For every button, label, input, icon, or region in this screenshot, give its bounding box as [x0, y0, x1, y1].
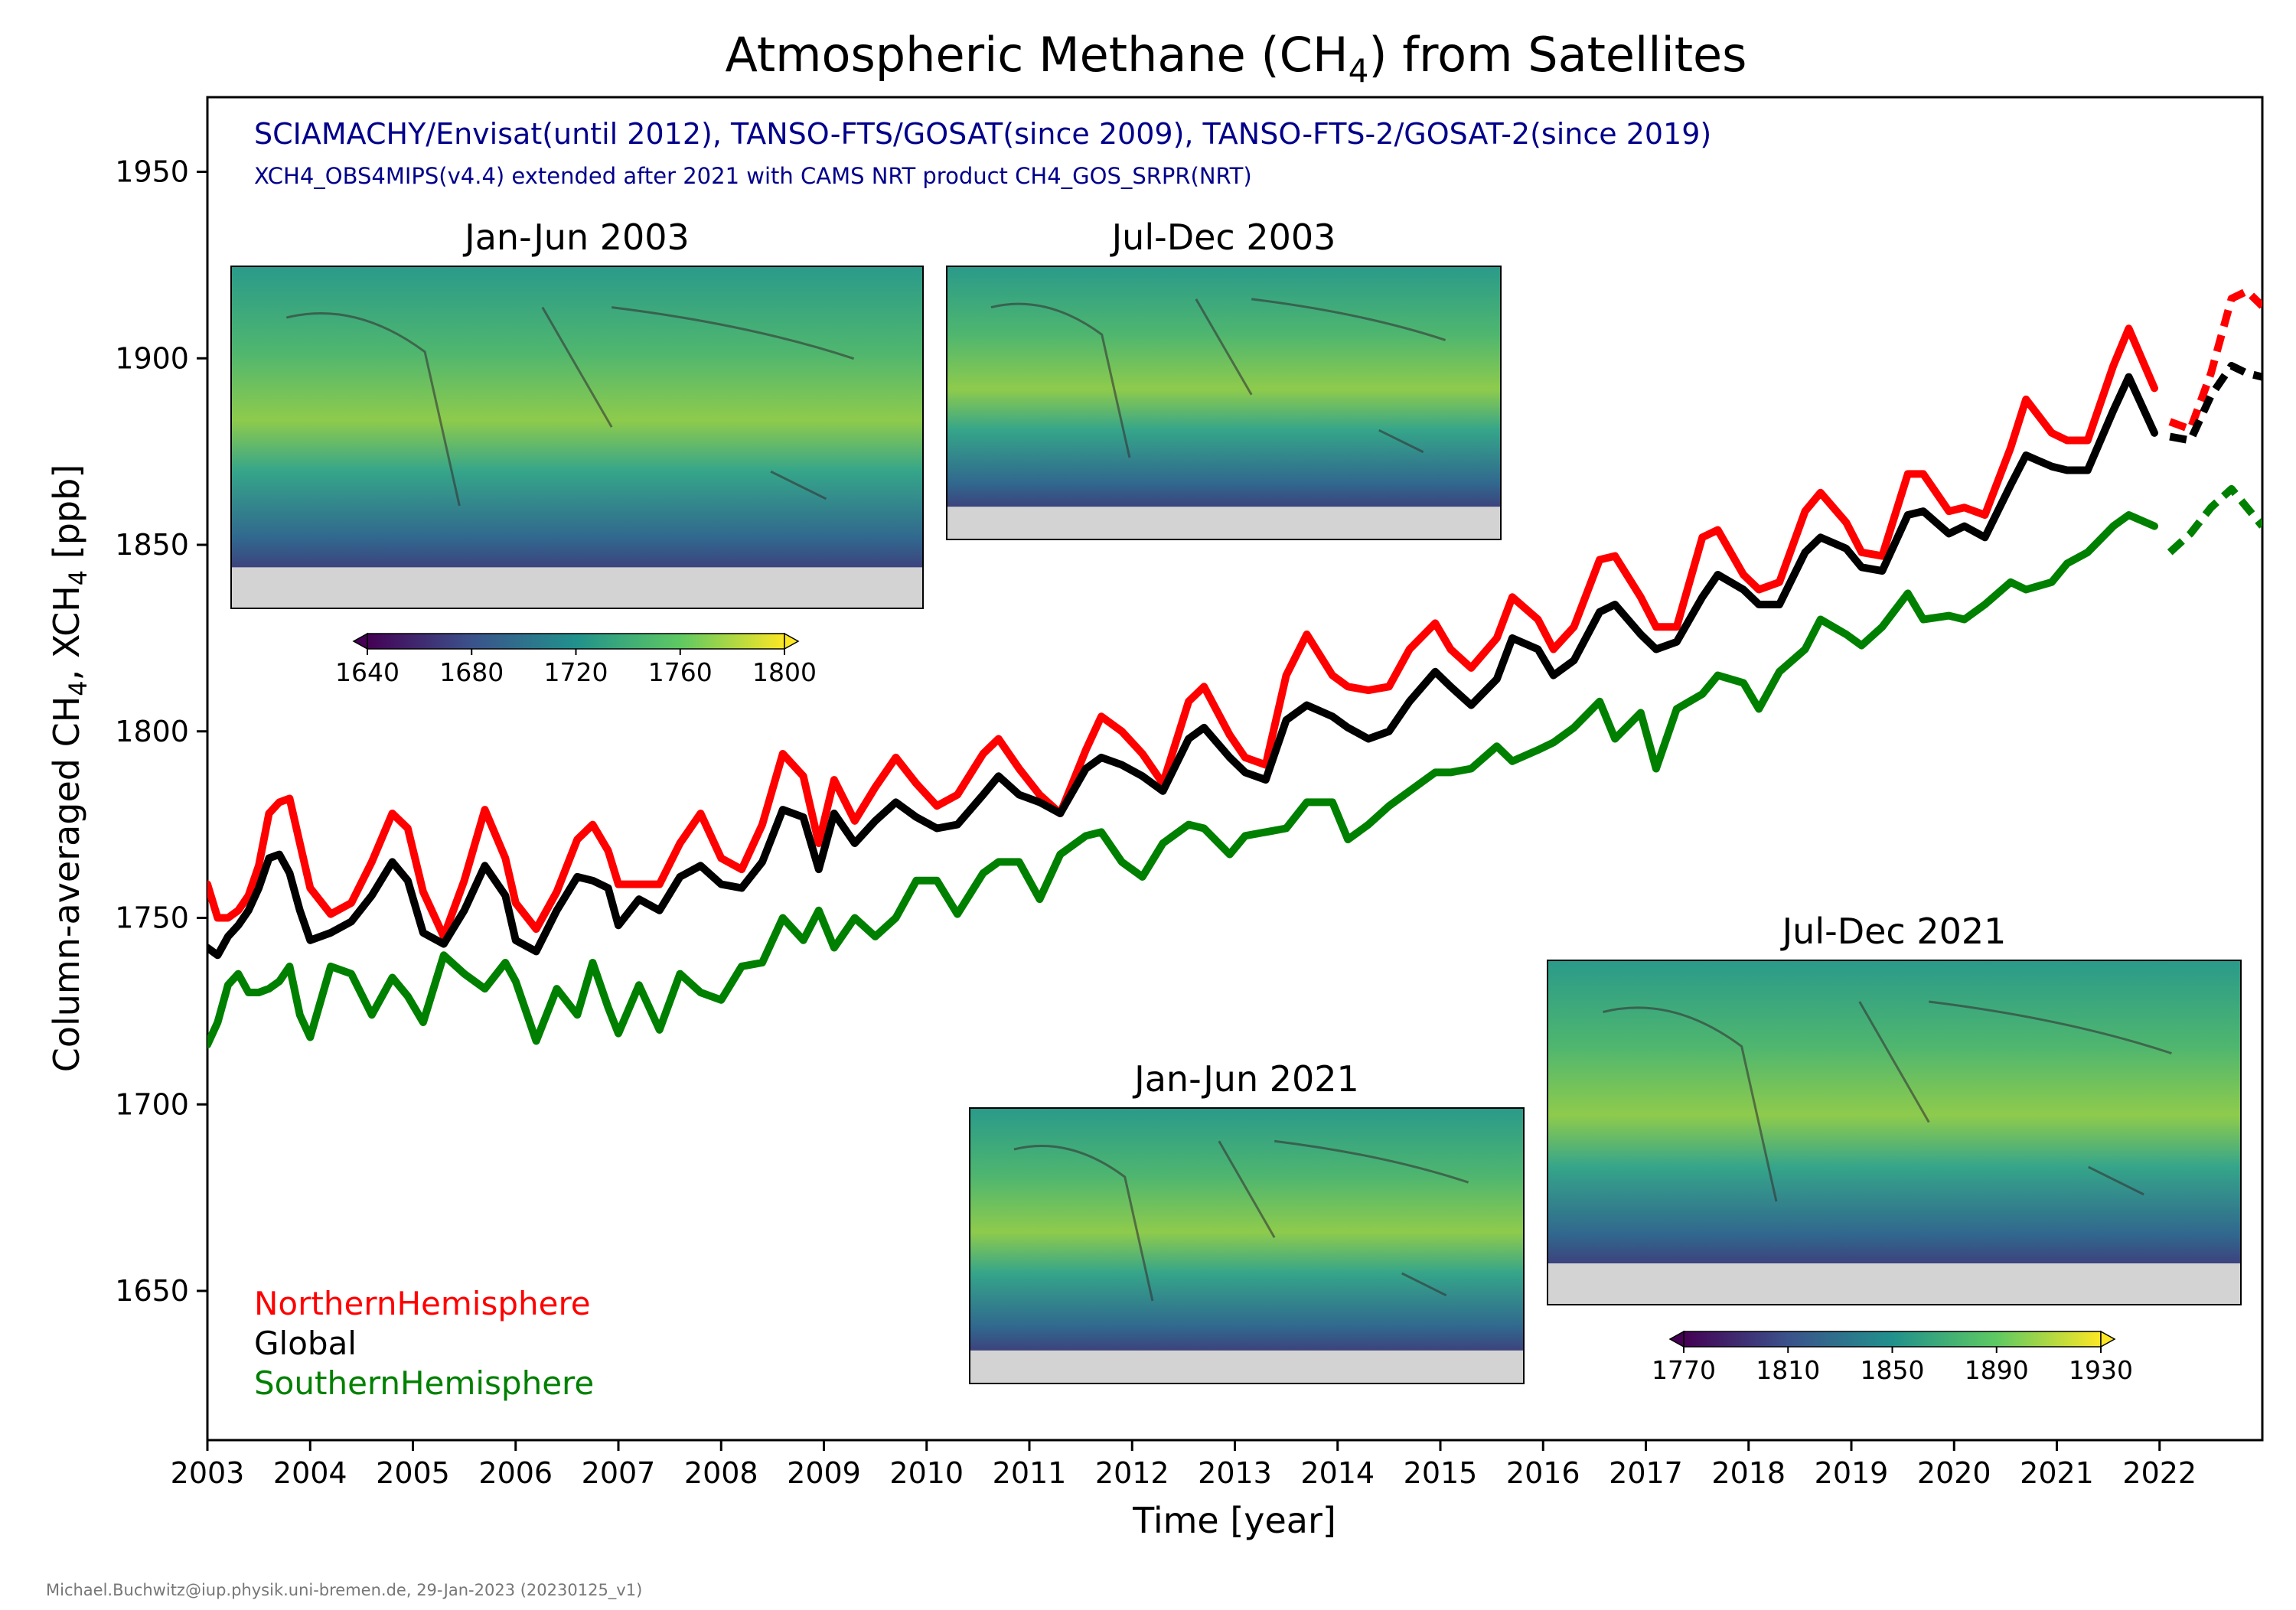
x-tick-label: 2010 — [889, 1456, 964, 1490]
inset-map-frame — [969, 1107, 1525, 1384]
colorbar-extend-high — [2100, 1330, 2116, 1348]
x-tick-label: 2018 — [1711, 1456, 1786, 1490]
legend-entry-north: NorthernHemisphere — [254, 1285, 591, 1322]
colorbar-tick-label: 1810 — [1756, 1355, 1820, 1385]
inset-map: Jul-Dec 2021 — [1547, 911, 2242, 1305]
x-tick-label: 2014 — [1300, 1456, 1375, 1490]
legend-entry-south: SouthernHemisphere — [254, 1364, 594, 1402]
chart-subtitle: SCIAMACHY/Envisat(until 2012), TANSO-FTS… — [254, 117, 1711, 151]
y-tick-label: 1950 — [115, 155, 189, 189]
y-axis: 1650 1700 1750 1800 1850 1900 1950 — [115, 155, 207, 1308]
inset-map-field — [947, 266, 1501, 539]
x-tick-label: 2011 — [993, 1456, 1067, 1490]
x-tick-label: 2008 — [684, 1456, 758, 1490]
footer-credit: Michael.Buchwitz@iup.physik.uni-bremen.d… — [46, 1581, 642, 1600]
chart-subtitle-2: XCH4_OBS4MIPS(v4.4) extended after 2021 … — [254, 163, 1252, 189]
y-tick-label: 1750 — [115, 901, 189, 935]
inset-maps: Jan-Jun 2003 1640 1680 1720 1760 1800 Jul-Dec … — [230, 217, 2242, 1385]
colorbar-tick-label: 1890 — [1965, 1355, 2029, 1385]
x-tick-label: 2009 — [787, 1456, 861, 1490]
chart-title: Atmospheric Methane (CH4) from Satellite… — [726, 27, 1747, 90]
x-tick-label: 2013 — [1198, 1456, 1272, 1490]
x-tick-label: 2017 — [1609, 1456, 1683, 1490]
colorbar: 1770 1810 1850 1890 1930 — [1652, 1330, 2133, 1385]
x-axis: 2003 2004 2005 2006 2007 2008 2009 2010 2011 2012… — [171, 1440, 2197, 1490]
coastline-shape — [1603, 1000, 2172, 1202]
antarctica-shape — [947, 507, 1501, 539]
series-line-nrt — [2169, 362, 2262, 445]
y-tick-label: 1650 — [115, 1274, 189, 1308]
inset-map-title: Jan-Jun 2003 — [462, 217, 690, 258]
series-line — [207, 324, 2158, 940]
colorbar: 1640 1680 1720 1760 1800 — [335, 632, 817, 687]
antarctica-shape — [1548, 1263, 2241, 1305]
inset-map: Jul-Dec 2003 — [946, 217, 1502, 540]
colorbar-tick-label: 1850 — [1861, 1355, 1925, 1385]
inset-map: Jan-Jun 2003 — [230, 217, 924, 609]
series-line-nrt — [2168, 287, 2262, 433]
x-tick-label: 2019 — [1815, 1456, 1889, 1490]
colorbar-extend-high — [784, 632, 800, 650]
colorbar-tick-label: 1720 — [544, 657, 608, 687]
antarctica-shape — [231, 567, 923, 608]
colorbar-tick-label: 1640 — [335, 657, 400, 687]
colorbar-extend-low — [352, 632, 368, 650]
legend: NorthernHemisphere Global SouthernHemisp… — [254, 1285, 594, 1402]
colorbar-gradient — [367, 633, 785, 650]
inset-map-frame — [230, 266, 924, 609]
series-line — [207, 373, 2158, 960]
series-line — [207, 511, 2158, 1049]
y-tick-label: 1900 — [115, 341, 189, 375]
coastline-shape — [285, 306, 855, 507]
inset-map-field — [1548, 960, 2241, 1305]
x-tick-label: 2003 — [171, 1456, 245, 1490]
x-tick-label: 2005 — [376, 1456, 450, 1490]
inset-map-title: Jul-Dec 2021 — [1780, 911, 2007, 952]
series-line-nrt — [2167, 484, 2262, 556]
x-tick-label: 2022 — [2122, 1456, 2197, 1490]
inset-map-title: Jan-Jun 2021 — [1132, 1058, 1359, 1100]
x-tick-label: 2021 — [2020, 1456, 2094, 1490]
legend-entry-global: Global — [254, 1325, 357, 1362]
inset-map-frame — [1547, 960, 2242, 1305]
coastline-shape — [990, 298, 1446, 458]
colorbar-tick-label: 1680 — [439, 657, 504, 687]
series-layer — [207, 287, 2262, 1049]
colorbar-gradient — [1683, 1331, 2102, 1348]
colorbar-tick-label: 1760 — [648, 657, 713, 687]
colorbar-tick-label: 1930 — [2069, 1355, 2133, 1385]
x-tick-label: 2006 — [478, 1456, 553, 1490]
coastline-shape — [1013, 1139, 1469, 1302]
colorbar-tick-label: 1800 — [752, 657, 817, 687]
x-tick-label: 2012 — [1095, 1456, 1169, 1490]
y-tick-label: 1700 — [115, 1087, 189, 1121]
colorbar-tick-label: 1770 — [1652, 1355, 1716, 1385]
y-tick-label: 1800 — [115, 715, 189, 748]
x-tick-label: 2016 — [1506, 1456, 1580, 1490]
y-tick-label: 1850 — [115, 528, 189, 562]
x-tick-label: 2015 — [1404, 1456, 1478, 1490]
inset-map-field — [231, 266, 923, 608]
inset-map-title: Jul-Dec 2003 — [1110, 217, 1336, 258]
x-tick-label: 2007 — [582, 1456, 656, 1490]
x-tick-label: 2020 — [1917, 1456, 1991, 1490]
x-axis-label: Time [year] — [1132, 1500, 1336, 1541]
inset-map-field — [970, 1108, 1524, 1383]
inset-map: Jan-Jun 2021 — [969, 1058, 1525, 1384]
x-tick-label: 2004 — [273, 1456, 347, 1490]
antarctica-shape — [970, 1350, 1524, 1383]
y-axis-label: Column-averaged CH4, XCH4 [ppb] — [46, 464, 93, 1073]
colorbar-extend-low — [1668, 1330, 1684, 1348]
inset-map-frame — [946, 266, 1502, 540]
